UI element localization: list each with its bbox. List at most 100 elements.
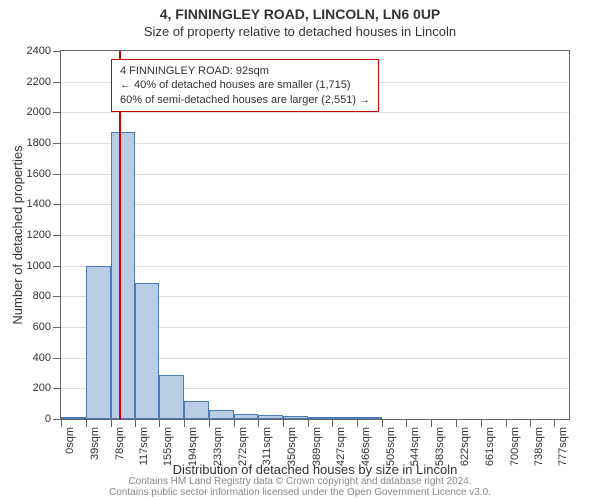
- y-tick-label: 1800: [27, 137, 51, 149]
- chart-subtitle: Size of property relative to detached ho…: [0, 22, 600, 41]
- y-tick: [53, 143, 61, 144]
- histogram-bar: [111, 132, 136, 419]
- histogram-bar: [357, 417, 382, 419]
- y-tick-label: 1200: [27, 229, 51, 241]
- gridline: [61, 174, 569, 175]
- y-tick-label: 2400: [27, 45, 51, 57]
- y-tick: [53, 174, 61, 175]
- x-tick: [382, 419, 383, 427]
- plot-area: 0200400600800100012001400160018002000220…: [60, 50, 570, 420]
- x-tick-label: 427sqm: [335, 427, 347, 466]
- histogram-bar: [209, 410, 234, 419]
- histogram-bar: [135, 283, 159, 419]
- histogram-bar: [308, 417, 332, 419]
- y-axis-title: Number of detached properties: [10, 145, 25, 324]
- footer-line2: Contains public sector information licen…: [0, 487, 600, 498]
- x-tick-label: 117sqm: [138, 427, 150, 465]
- gridline: [61, 112, 569, 113]
- x-tick: [332, 419, 333, 427]
- histogram-bar: [234, 414, 259, 419]
- y-tick-label: 1400: [27, 198, 51, 210]
- gridline: [61, 266, 569, 267]
- x-tick: [159, 419, 160, 427]
- x-tick-label: 505sqm: [385, 427, 397, 466]
- y-tick-label: 600: [33, 321, 51, 333]
- annotation-line2: ← 40% of detached houses are smaller (1,…: [120, 78, 370, 92]
- x-tick-label: 39sqm: [89, 427, 101, 460]
- x-tick-label: 194sqm: [187, 427, 199, 466]
- x-tick: [258, 419, 259, 427]
- x-tick-label: 350sqm: [286, 427, 298, 466]
- x-tick-label: 661sqm: [484, 427, 496, 466]
- y-tick: [53, 204, 61, 205]
- x-tick: [184, 419, 185, 427]
- footer-line1: Contains HM Land Registry data © Crown c…: [0, 476, 600, 487]
- x-tick: [135, 419, 136, 427]
- y-tick-label: 0: [45, 413, 51, 425]
- footer-attribution: Contains HM Land Registry data © Crown c…: [0, 476, 600, 498]
- gridline: [61, 204, 569, 205]
- y-tick-label: 1600: [27, 168, 51, 180]
- x-tick-label: 466sqm: [360, 427, 372, 466]
- x-tick-label: 155sqm: [162, 427, 174, 466]
- y-tick: [53, 266, 61, 267]
- x-tick: [234, 419, 235, 427]
- histogram-bar: [184, 401, 209, 419]
- y-tick-label: 400: [33, 352, 51, 364]
- y-tick: [53, 327, 61, 328]
- x-tick: [530, 419, 531, 427]
- x-tick: [456, 419, 457, 427]
- x-tick-label: 622sqm: [459, 427, 471, 466]
- annotation-line3: 60% of semi-detached houses are larger (…: [120, 93, 370, 107]
- y-tick: [53, 388, 61, 389]
- x-tick-label: 272sqm: [237, 427, 249, 466]
- x-tick-label: 700sqm: [509, 427, 521, 466]
- histogram-bar: [159, 375, 184, 419]
- y-tick: [53, 358, 61, 359]
- x-tick: [283, 419, 284, 427]
- y-tick-label: 800: [33, 290, 51, 302]
- x-tick: [554, 419, 555, 427]
- x-tick: [481, 419, 482, 427]
- x-axis-title: Distribution of detached houses by size …: [60, 462, 570, 477]
- x-tick: [86, 419, 87, 427]
- x-tick: [357, 419, 358, 427]
- x-tick: [111, 419, 112, 427]
- x-tick: [308, 419, 309, 427]
- y-tick: [53, 82, 61, 83]
- x-tick: [209, 419, 210, 427]
- y-tick-label: 2200: [27, 76, 51, 88]
- y-tick-label: 2000: [27, 106, 51, 118]
- y-tick: [53, 112, 61, 113]
- histogram-bar: [283, 416, 308, 419]
- x-tick-label: 389sqm: [311, 427, 323, 466]
- y-tick: [53, 235, 61, 236]
- x-tick-label: 777sqm: [557, 427, 569, 466]
- x-tick-label: 583sqm: [434, 427, 446, 466]
- x-tick-label: 0sqm: [64, 427, 76, 454]
- y-tick: [53, 419, 61, 420]
- histogram-bar: [86, 266, 111, 419]
- marker-annotation: 4 FINNINGLEY ROAD: 92sqm ← 40% of detach…: [111, 59, 379, 112]
- x-tick-label: 311sqm: [261, 427, 273, 465]
- x-tick: [406, 419, 407, 427]
- x-tick: [506, 419, 507, 427]
- histogram-bar: [61, 417, 86, 419]
- y-tick: [53, 296, 61, 297]
- x-tick-label: 738sqm: [533, 427, 545, 466]
- histogram-bar: [332, 417, 357, 419]
- histogram-bar: [258, 415, 283, 419]
- y-tick: [53, 51, 61, 52]
- chart-title: 4, FINNINGLEY ROAD, LINCOLN, LN6 0UP: [0, 0, 600, 22]
- y-tick-label: 200: [33, 382, 51, 394]
- gridline: [61, 235, 569, 236]
- y-tick-label: 1000: [27, 260, 51, 272]
- annotation-line1: 4 FINNINGLEY ROAD: 92sqm: [120, 64, 370, 78]
- x-tick: [61, 419, 62, 427]
- x-tick: [431, 419, 432, 427]
- x-tick-label: 78sqm: [114, 427, 126, 460]
- gridline: [61, 143, 569, 144]
- x-tick-label: 544sqm: [409, 427, 421, 466]
- property-size-histogram: 4, FINNINGLEY ROAD, LINCOLN, LN6 0UP Siz…: [0, 0, 600, 500]
- x-tick-label: 233sqm: [212, 427, 224, 466]
